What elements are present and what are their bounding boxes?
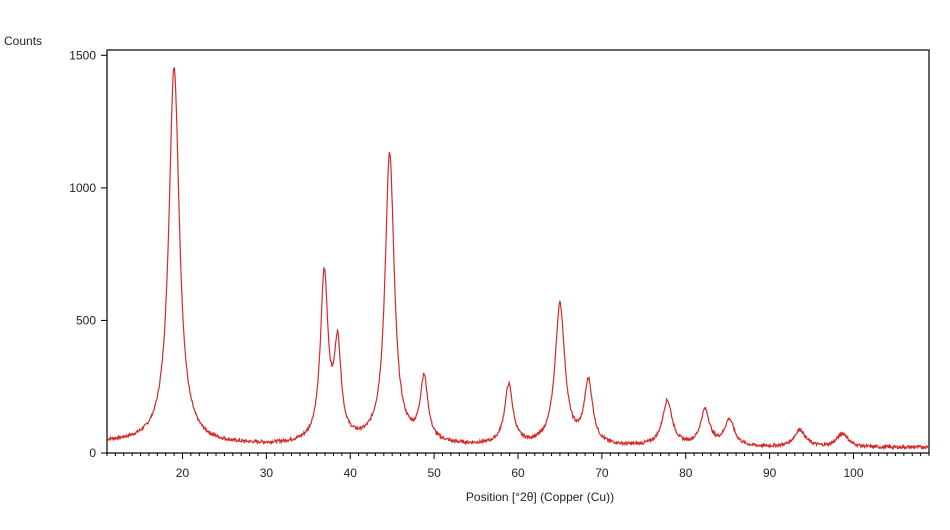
x-tick-label: 80 [679,466,693,480]
y-tick-label: 1500 [69,48,96,62]
y-axis-ticks: 0 500 1000 1500 [69,48,107,460]
x-tick-label: 20 [176,466,190,480]
y-axis-label: Counts [4,34,42,48]
x-tick-label: 100 [843,466,863,480]
x-tick-label: 70 [595,466,609,480]
x-axis-ticks: 20 30 40 50 60 70 80 90 100 [106,453,930,480]
x-tick-label: 30 [260,466,274,480]
y-tick-label: 500 [76,313,96,327]
x-tick-label: 50 [427,466,441,480]
x-tick-label: 40 [344,466,358,480]
x-axis-label: Position [°2θ] (Copper (Cu)) [466,490,614,504]
y-tick-label: 0 [89,446,96,460]
diffraction-pattern-line [106,67,930,451]
x-tick-label: 60 [511,466,525,480]
x-tick-label: 90 [763,466,777,480]
y-tick-label: 1000 [69,181,96,195]
plot-area-frame [106,49,930,454]
